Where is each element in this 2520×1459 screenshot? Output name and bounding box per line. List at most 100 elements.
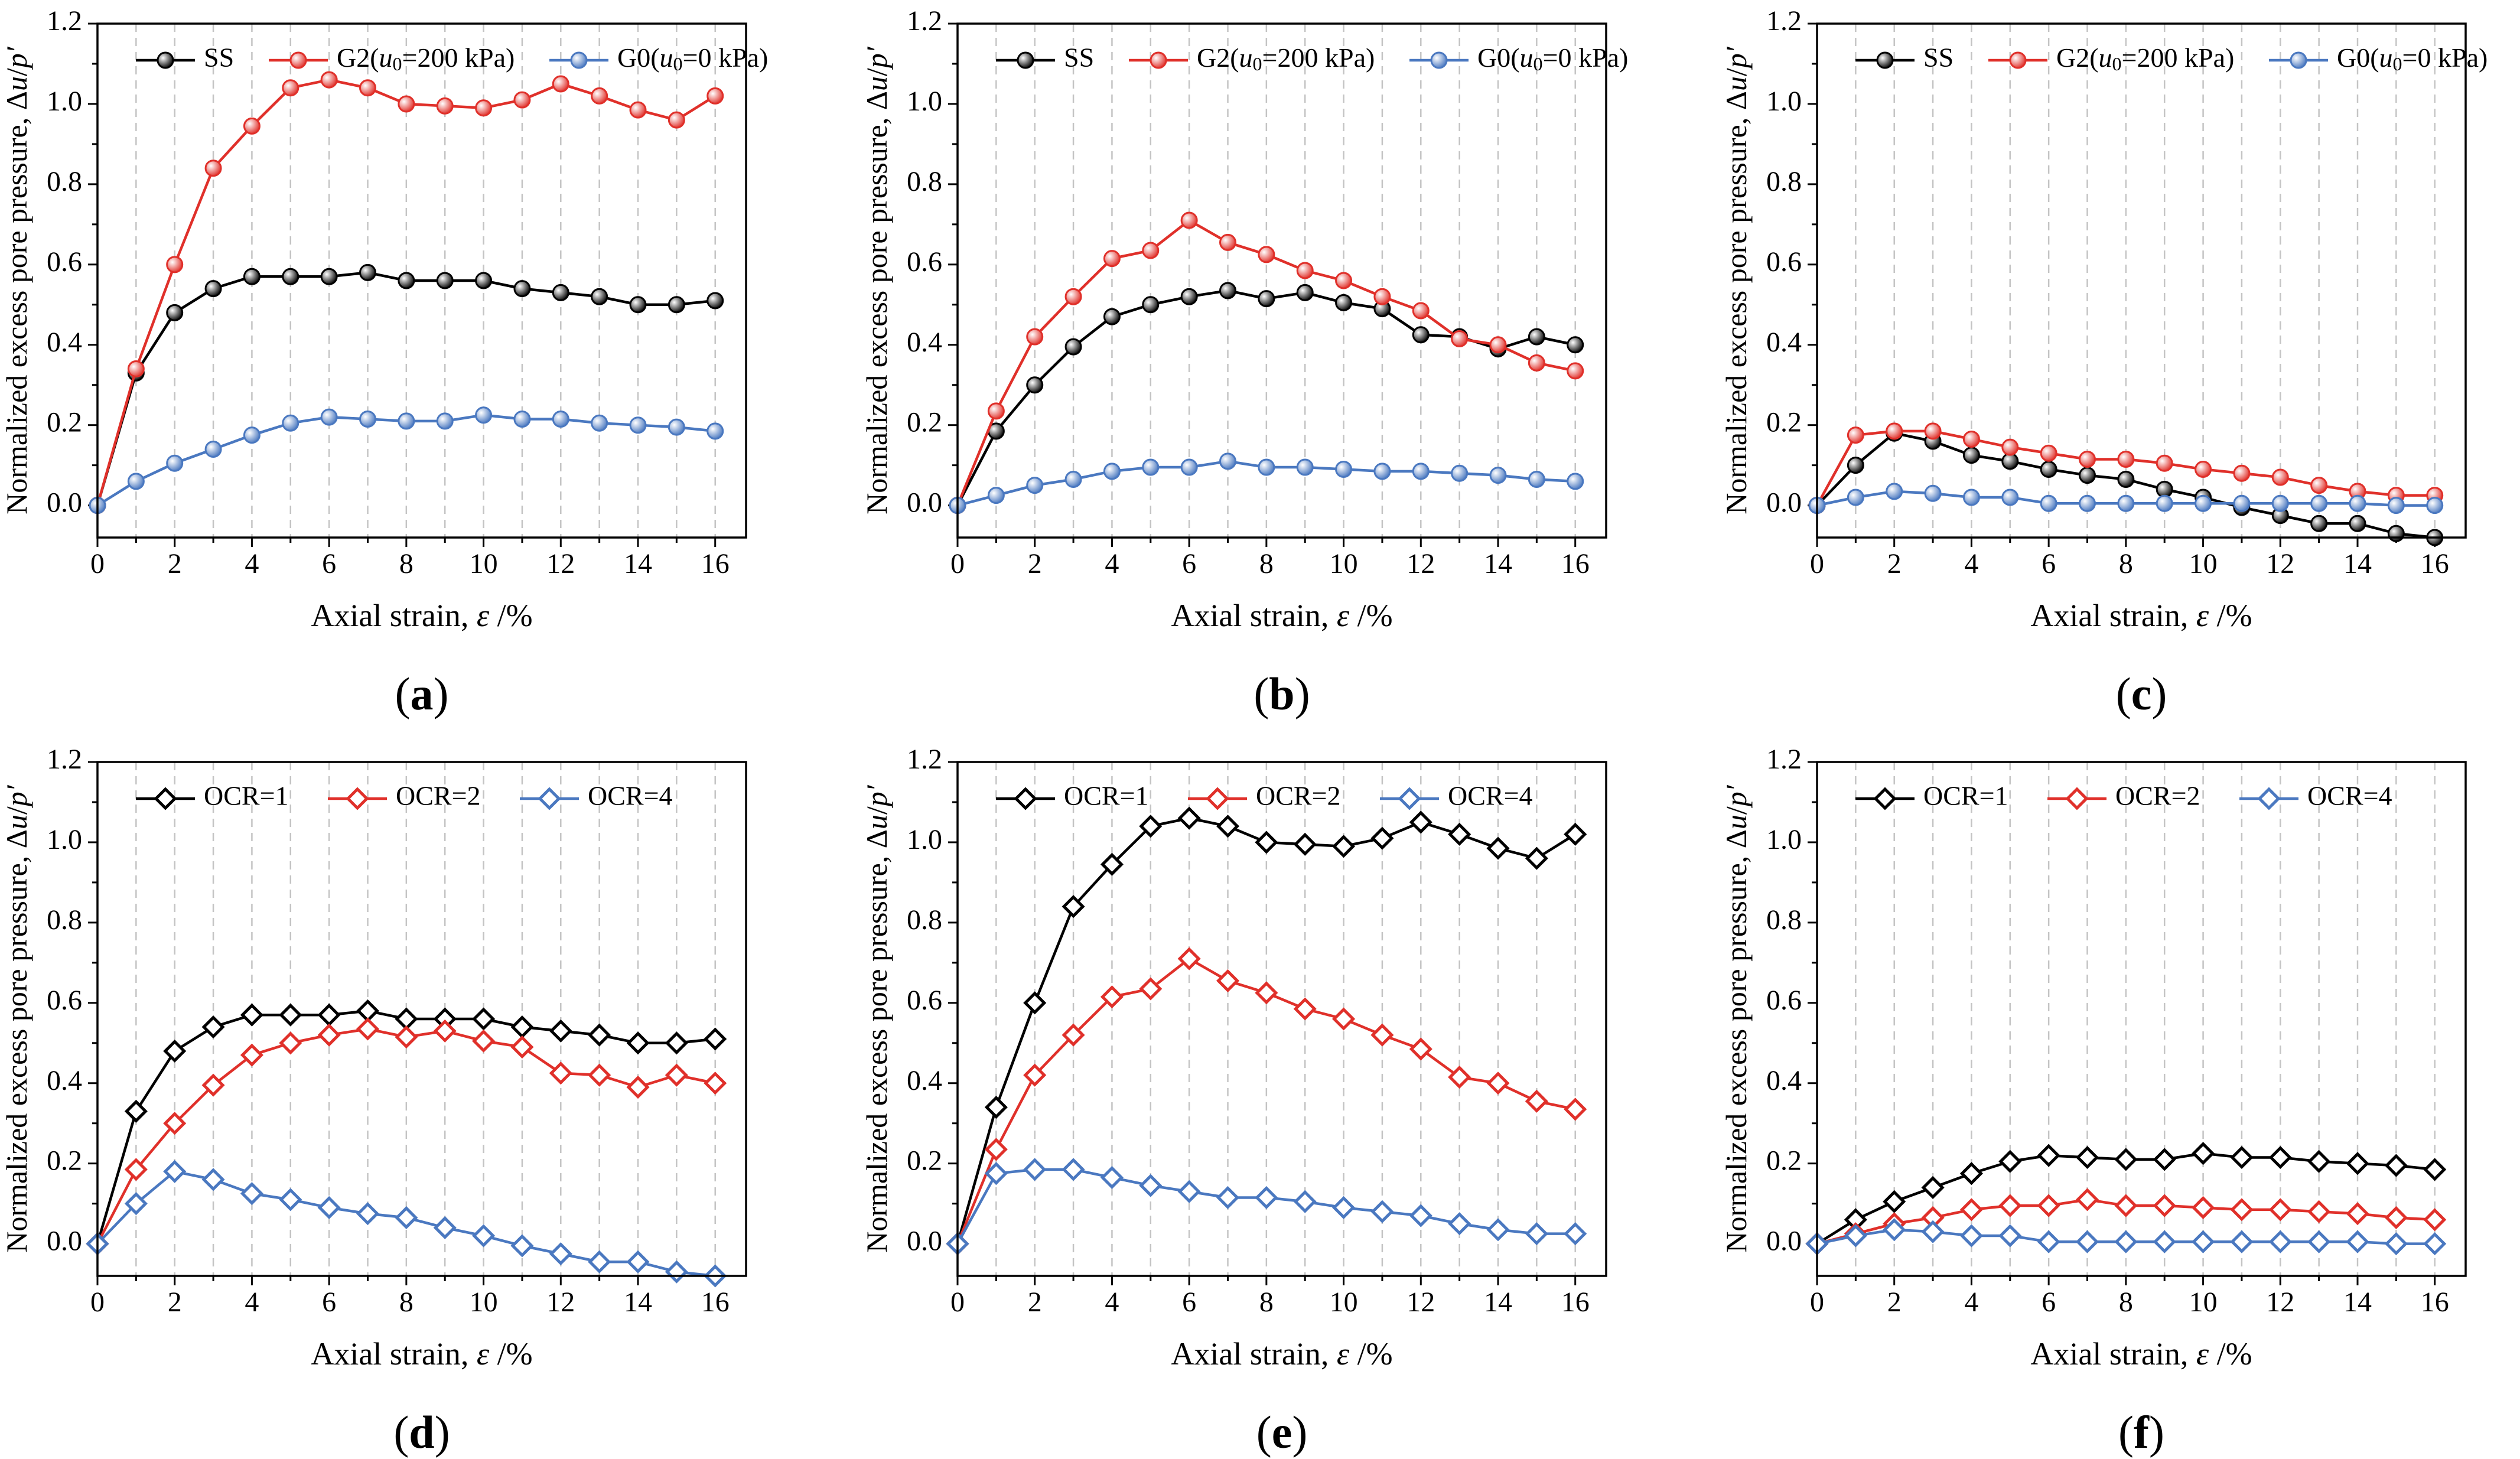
chart-panel-e: 0 2 4 6 8 10 12 14 16 0.0 0.2 0.4 0.6 0.8 1.0 1.2 OCR=1 O… — [860, 744, 1607, 1372]
data-point — [359, 410, 376, 428]
data-point — [2310, 477, 2328, 494]
x-tick-label: 4 — [1964, 548, 1978, 579]
data-point — [704, 1027, 727, 1051]
data-point — [1335, 272, 1353, 289]
data-point — [984, 1095, 1008, 1119]
y-tick-label: 0.8 — [47, 166, 82, 197]
data-point — [2192, 1142, 2215, 1165]
data-point — [395, 1206, 418, 1229]
plot-frame — [96, 761, 747, 1277]
data-point — [433, 1019, 457, 1043]
data-point — [1883, 1190, 1906, 1213]
data-point — [2001, 488, 2019, 506]
y-tick-label: 0.8 — [907, 166, 942, 197]
data-point — [1921, 1220, 1945, 1243]
data-point — [510, 1015, 534, 1039]
data-point — [1883, 1218, 1906, 1242]
y-tick-label: 0.0 — [907, 487, 942, 519]
x-tick-label: 6 — [1182, 1287, 1196, 1318]
y-tick-label: 0.4 — [1766, 1065, 1802, 1096]
legend-item-0: OCR=1 — [996, 781, 1149, 811]
data-point — [282, 79, 299, 97]
data-point — [1876, 51, 1894, 69]
legend-label: G0(u0=0 kPa) — [1477, 43, 1628, 75]
data-point — [2349, 494, 2366, 512]
data-point — [1296, 262, 1314, 279]
data-point — [1255, 1186, 1278, 1209]
y-tick-label: 1.2 — [47, 5, 82, 37]
data-point — [282, 414, 299, 432]
data-point — [665, 1063, 688, 1087]
data-point — [1886, 422, 1903, 440]
x-tick-label: 2 — [168, 1287, 182, 1318]
data-point — [2114, 1194, 2138, 1217]
data-point — [398, 272, 415, 289]
data-point — [2009, 51, 2027, 69]
data-point — [240, 1182, 263, 1206]
data-point — [1062, 895, 1085, 919]
data-point — [201, 1015, 225, 1039]
data-point — [1412, 326, 1430, 344]
data-point — [1409, 1204, 1432, 1227]
data-point — [475, 99, 493, 117]
x-tick-label: 14 — [2343, 548, 2372, 579]
data-point — [626, 1031, 650, 1055]
data-point — [1959, 1198, 1983, 1222]
data-point — [201, 1073, 225, 1097]
x-axis-label: Axial strain, ε /% — [1171, 1336, 1392, 1372]
data-point — [2075, 1145, 2099, 1170]
data-point — [588, 1063, 611, 1087]
data-point — [2079, 450, 2096, 468]
data-point — [2192, 1196, 2215, 1219]
panel-label-f: (f) — [2118, 1406, 2164, 1458]
data-point — [1255, 831, 1278, 854]
y-axis-label: Normalized excess pore pressure, Δu/p′ — [860, 46, 893, 514]
data-point — [513, 410, 531, 428]
data-point — [1962, 447, 1980, 464]
data-point — [2114, 1230, 2138, 1253]
data-point — [1100, 985, 1124, 1009]
x-tick-label: 12 — [546, 548, 575, 579]
data-point — [472, 1029, 496, 1053]
y-tick-label: 0.6 — [47, 985, 82, 1016]
data-point — [1448, 1066, 1471, 1089]
data-point — [2349, 514, 2366, 532]
data-point — [201, 1168, 225, 1191]
legend-item-0: SS — [996, 43, 1094, 73]
x-tick-label: 4 — [245, 548, 259, 579]
panel-label-b: (b) — [1254, 668, 1310, 719]
data-point — [2230, 1198, 2254, 1222]
plot-frame — [96, 22, 747, 539]
x-tick-label: 4 — [1964, 1287, 1978, 1318]
data-point — [2040, 494, 2057, 512]
data-point — [163, 1039, 187, 1063]
data-point — [1921, 1175, 1945, 1200]
data-point — [157, 51, 174, 69]
data-point — [1142, 242, 1160, 259]
data-point — [243, 426, 261, 444]
data-point — [1370, 1023, 1394, 1047]
data-point — [626, 1076, 650, 1099]
data-point — [2153, 1230, 2176, 1253]
data-point — [282, 268, 299, 285]
y-axis-label: Normalized excess pore pressure, Δu/p′ — [0, 46, 33, 514]
data-point — [1023, 1063, 1047, 1087]
data-point — [1219, 452, 1236, 470]
data-point — [1150, 51, 1167, 69]
y-tick-label: 0.6 — [1766, 985, 1802, 1016]
data-point — [1177, 806, 1201, 830]
data-point — [472, 1007, 496, 1031]
data-point — [549, 1242, 572, 1266]
data-point — [668, 111, 685, 129]
y-tick-label: 1.2 — [907, 5, 942, 37]
data-point — [1409, 1037, 1432, 1061]
data-point — [549, 1061, 572, 1085]
legend-item-1: G2(u0=200 kPa) — [269, 43, 515, 74]
y-axis-label: Normalized excess pore pressure, Δu/p′ — [0, 784, 33, 1253]
x-tick-label: 14 — [624, 1287, 652, 1318]
data-point — [2037, 1144, 2060, 1167]
x-tick-label: 14 — [1484, 1287, 1512, 1318]
data-point — [398, 412, 415, 430]
x-tick-label: 8 — [1259, 1287, 1274, 1318]
data-point — [2310, 494, 2328, 512]
